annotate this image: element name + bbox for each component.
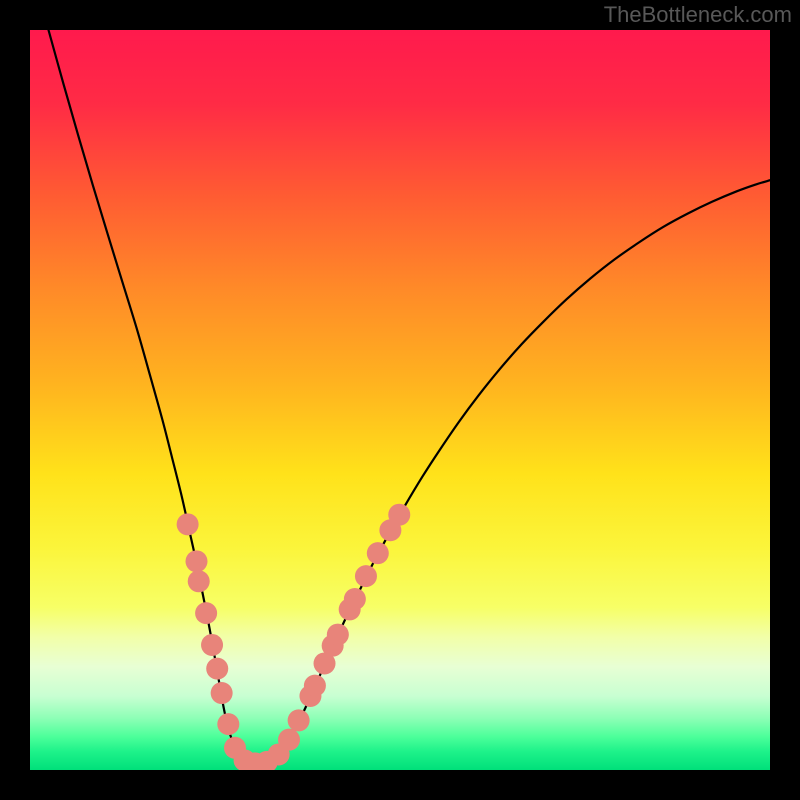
data-dot [327, 624, 349, 646]
data-dot [195, 602, 217, 624]
data-dot [201, 634, 223, 656]
data-dot [367, 542, 389, 564]
data-dot [188, 570, 210, 592]
data-dot [206, 658, 228, 680]
data-dots-group [177, 504, 411, 770]
data-dot [355, 565, 377, 587]
watermark-text: TheBottleneck.com [604, 2, 792, 28]
chart-stage: TheBottleneck.com [0, 0, 800, 800]
data-dot [388, 504, 410, 526]
data-dot [288, 709, 310, 731]
data-dot [304, 675, 326, 697]
curve-layer [30, 30, 770, 770]
data-dot [217, 713, 239, 735]
plot-area [30, 30, 770, 770]
data-dot [211, 682, 233, 704]
bottleneck-curve [49, 30, 771, 764]
data-dot [278, 729, 300, 751]
data-dot [177, 513, 199, 535]
data-dot [186, 550, 208, 572]
data-dot [344, 588, 366, 610]
